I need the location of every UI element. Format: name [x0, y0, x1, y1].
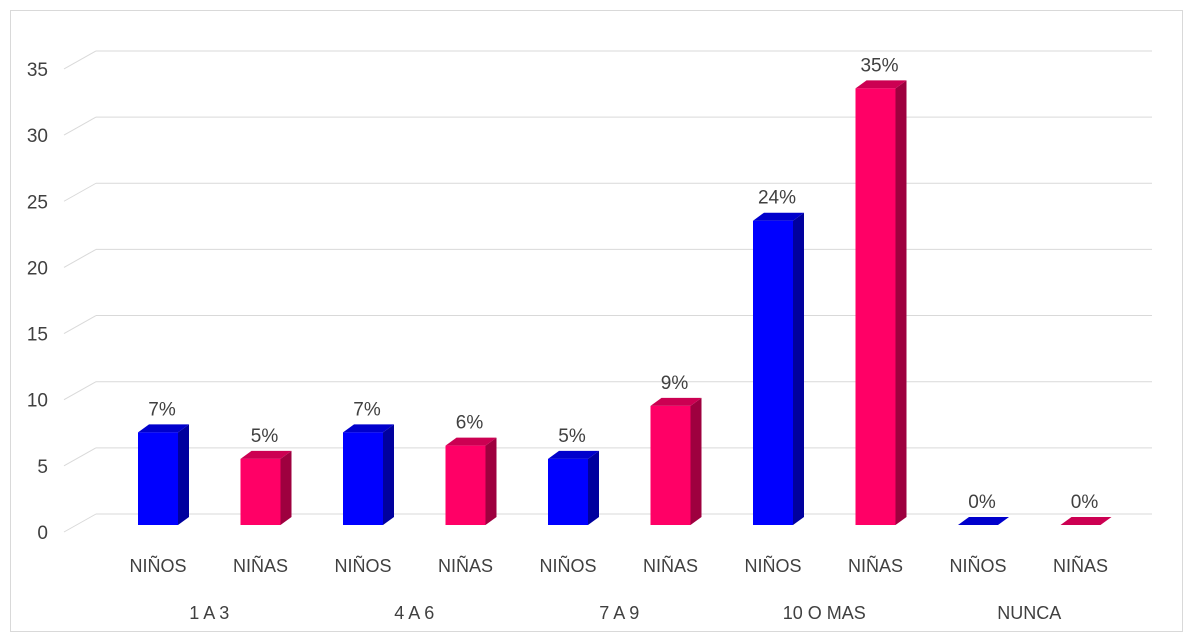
data-label: 9%: [661, 373, 689, 394]
x-category-label: NIÑAS: [438, 555, 493, 576]
bar-top: [445, 437, 497, 446]
y-tick-label: 20: [27, 258, 48, 279]
data-label: 5%: [251, 426, 279, 447]
gridline-diagonal: [63, 182, 97, 202]
bar-top: [1060, 517, 1112, 525]
x-group-label: 7 A 9: [599, 603, 639, 623]
bar: [548, 458, 588, 525]
bar-side: [178, 424, 189, 525]
x-category-label: NIÑOS: [744, 555, 801, 576]
bar-side: [485, 437, 497, 525]
bar-top: [548, 450, 599, 459]
bar-side: [895, 80, 907, 525]
bar-side: [588, 450, 599, 525]
gridline-diagonal: [63, 248, 97, 268]
bar-top: [650, 397, 702, 406]
gridline-diagonal: [63, 513, 97, 533]
bar: [138, 432, 178, 525]
x-category-label: NIÑAS: [848, 555, 903, 576]
chart-frame: [10, 10, 1183, 632]
data-label: 5%: [558, 426, 586, 447]
bar-top: [240, 450, 292, 459]
bar-side: [383, 424, 394, 525]
y-tick-label: 35: [27, 60, 48, 81]
y-tick-label: 10: [27, 391, 48, 412]
x-category-label: NIÑAS: [1053, 555, 1108, 576]
bar-side: [793, 212, 804, 525]
bar-side: [690, 397, 702, 525]
x-category-label: NIÑOS: [539, 555, 596, 576]
x-group-label: 10 O MAS: [783, 603, 866, 623]
bar: [240, 458, 281, 525]
x-group-label: NUNCA: [997, 603, 1061, 623]
bar: [753, 220, 793, 525]
x-group-label: 4 A 6: [394, 603, 434, 623]
x-category-label: NIÑAS: [233, 555, 288, 576]
x-category-label: NIÑOS: [334, 555, 391, 576]
bar-side: [280, 450, 292, 525]
y-tick-label: 0: [37, 523, 48, 544]
bar: [855, 88, 896, 525]
data-label: 0%: [1071, 492, 1099, 513]
bar-top: [855, 80, 907, 89]
y-tick-label: 30: [27, 126, 48, 147]
gridline-diagonal: [63, 381, 97, 401]
data-label: 7%: [148, 399, 176, 420]
bar: [650, 405, 691, 525]
bar-top: [753, 212, 804, 221]
data-label: 0%: [968, 492, 996, 513]
bar-top: [343, 424, 394, 433]
bar-top: [138, 424, 189, 433]
x-category-label: NIÑOS: [949, 555, 1006, 576]
data-label: 6%: [456, 413, 484, 434]
data-label: 35%: [860, 55, 898, 76]
data-label: 7%: [353, 399, 381, 420]
gridline-diagonal: [63, 315, 97, 334]
bar-top: [958, 517, 1009, 525]
y-tick-label: 15: [27, 325, 48, 346]
x-group-label: 1 A 3: [189, 603, 229, 623]
gridline-diagonal: [63, 116, 97, 136]
gridline-diagonal: [63, 50, 97, 70]
data-label: 24%: [758, 188, 796, 209]
x-category-label: NIÑAS: [643, 555, 698, 576]
y-tick-label: 25: [27, 192, 48, 213]
x-category-label: NIÑOS: [129, 555, 186, 576]
y-tick-label: 5: [37, 457, 48, 478]
bar: [343, 432, 383, 525]
bar: [445, 445, 486, 525]
gridline-diagonal: [63, 447, 97, 467]
